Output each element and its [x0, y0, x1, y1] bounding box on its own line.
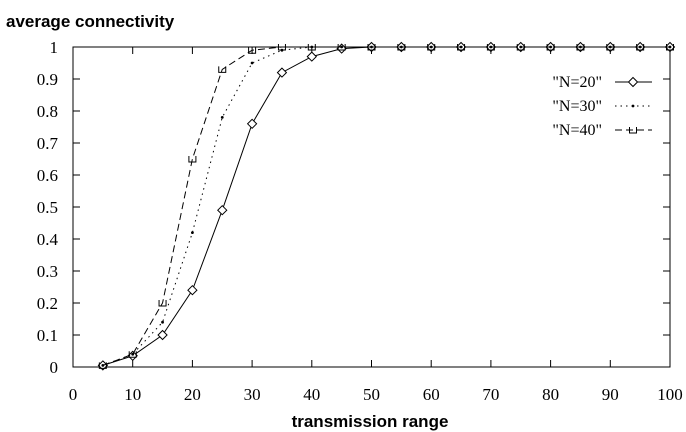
- data-point: [188, 156, 197, 163]
- y-tick-label: 0: [50, 358, 59, 377]
- data-point: [429, 45, 433, 49]
- x-tick-label: 50: [363, 385, 380, 404]
- x-tick-label: 30: [244, 385, 261, 404]
- x-tick-label: 10: [124, 385, 141, 404]
- x-tick-label: 20: [184, 385, 201, 404]
- data-point: [277, 44, 286, 51]
- x-tick-label: 70: [482, 385, 499, 404]
- series-line: [102, 46, 670, 366]
- data-point: [666, 44, 674, 51]
- plot-frame: [72, 46, 671, 368]
- data-point: [218, 66, 227, 73]
- series-1: [97, 41, 676, 371]
- x-tick-label: 60: [423, 385, 440, 404]
- data-point: [337, 44, 346, 51]
- axis-ticks: [72, 46, 671, 368]
- data-point: [131, 352, 135, 356]
- legend-label: "N=30": [552, 98, 602, 115]
- y-tick-label: 1: [50, 38, 59, 57]
- data-point: [250, 61, 254, 65]
- data-point: [306, 51, 318, 62]
- x-tick-label: 90: [602, 385, 619, 404]
- y-tick-label: 0.3: [37, 262, 58, 281]
- data-point: [158, 300, 167, 307]
- data-point: [98, 362, 107, 369]
- legend-marker: [629, 127, 637, 134]
- x-tick-label: 100: [657, 385, 683, 404]
- x-tick-label: 80: [542, 385, 559, 404]
- data-point: [161, 320, 164, 324]
- series-layer: [97, 41, 676, 371]
- legend-marker: [627, 76, 639, 88]
- x-axis-title: transmission range: [292, 412, 449, 431]
- x-tick-label: 40: [303, 385, 320, 404]
- x-tick-label: 0: [69, 385, 78, 404]
- data-point: [427, 44, 436, 51]
- y-axis-title: average connectivity: [6, 12, 175, 31]
- data-point: [636, 44, 645, 51]
- data-point: [519, 45, 523, 49]
- series-line: [102, 46, 670, 366]
- y-tick-label: 0.4: [37, 230, 59, 249]
- data-point: [516, 44, 525, 51]
- data-point: [157, 329, 168, 341]
- series-line: [102, 46, 670, 366]
- y-tick-label: 0.5: [37, 198, 58, 217]
- data-point: [457, 44, 466, 51]
- data-point: [220, 116, 224, 119]
- data-point: [276, 67, 288, 78]
- legend-marker: [631, 104, 635, 108]
- y-tick-label: 0.9: [37, 70, 58, 89]
- data-point: [128, 351, 137, 358]
- data-point: [248, 47, 257, 54]
- legend-label: "N=20": [552, 74, 602, 91]
- data-point: [191, 231, 194, 235]
- data-point: [486, 44, 495, 51]
- data-point: [638, 45, 642, 49]
- data-point: [397, 44, 406, 51]
- data-point: [576, 44, 585, 51]
- legend: "N=20" "N=30" "N=40": [552, 74, 652, 139]
- y-tick-label: 0.2: [37, 294, 58, 313]
- data-point: [217, 204, 228, 216]
- y-tick-label: 0.7: [37, 134, 59, 153]
- data-point: [546, 44, 555, 51]
- data-point: [367, 44, 376, 51]
- data-point: [606, 44, 615, 51]
- y-tick-label: 0.1: [37, 326, 58, 345]
- series-3: [98, 44, 674, 369]
- axis-tick-labels: 0 10 20 30 40 50 60 70 80 90 100 0 0.1 0.2 0.3 0.4 0.5 0.…: [37, 38, 683, 404]
- data-point: [246, 118, 258, 130]
- data-point: [187, 284, 198, 296]
- legend-label: "N=40": [552, 122, 602, 139]
- series-2: [101, 45, 672, 367]
- data-point: [310, 45, 314, 49]
- y-tick-label: 0.6: [37, 166, 58, 185]
- y-tick-label: 0.8: [37, 102, 58, 121]
- data-point: [307, 44, 316, 51]
